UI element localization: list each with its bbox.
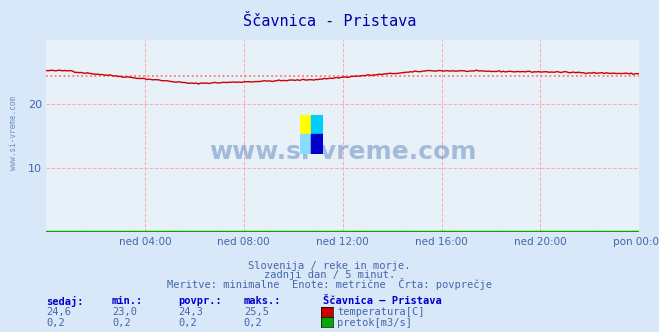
- Text: Meritve: minimalne  Enote: metrične  Črta: povprečje: Meritve: minimalne Enote: metrične Črta:…: [167, 278, 492, 290]
- Text: Ščavnica – Pristava: Ščavnica – Pristava: [323, 296, 442, 306]
- Text: 25,5: 25,5: [244, 307, 269, 317]
- Text: povpr.:: povpr.:: [178, 296, 221, 306]
- Text: min.:: min.:: [112, 296, 143, 306]
- Text: maks.:: maks.:: [244, 296, 281, 306]
- Text: 0,2: 0,2: [244, 318, 262, 328]
- Text: 0,2: 0,2: [178, 318, 196, 328]
- Text: www.si-vreme.com: www.si-vreme.com: [9, 96, 18, 170]
- Text: 0,2: 0,2: [112, 318, 130, 328]
- Bar: [300, 115, 312, 134]
- Text: Slovenija / reke in morje.: Slovenija / reke in morje.: [248, 261, 411, 271]
- Bar: [312, 115, 323, 134]
- Text: sedaj:: sedaj:: [46, 296, 84, 307]
- Text: Ščavnica - Pristava: Ščavnica - Pristava: [243, 14, 416, 29]
- Bar: [300, 134, 312, 154]
- Text: temperatura[C]: temperatura[C]: [337, 307, 425, 317]
- Text: 0,2: 0,2: [46, 318, 65, 328]
- Text: 24,6: 24,6: [46, 307, 71, 317]
- Text: 23,0: 23,0: [112, 307, 137, 317]
- Text: pretok[m3/s]: pretok[m3/s]: [337, 318, 413, 328]
- Text: 24,3: 24,3: [178, 307, 203, 317]
- Text: www.si-vreme.com: www.si-vreme.com: [209, 139, 476, 164]
- Text: zadnji dan / 5 minut.: zadnji dan / 5 minut.: [264, 270, 395, 280]
- Bar: [312, 134, 323, 154]
